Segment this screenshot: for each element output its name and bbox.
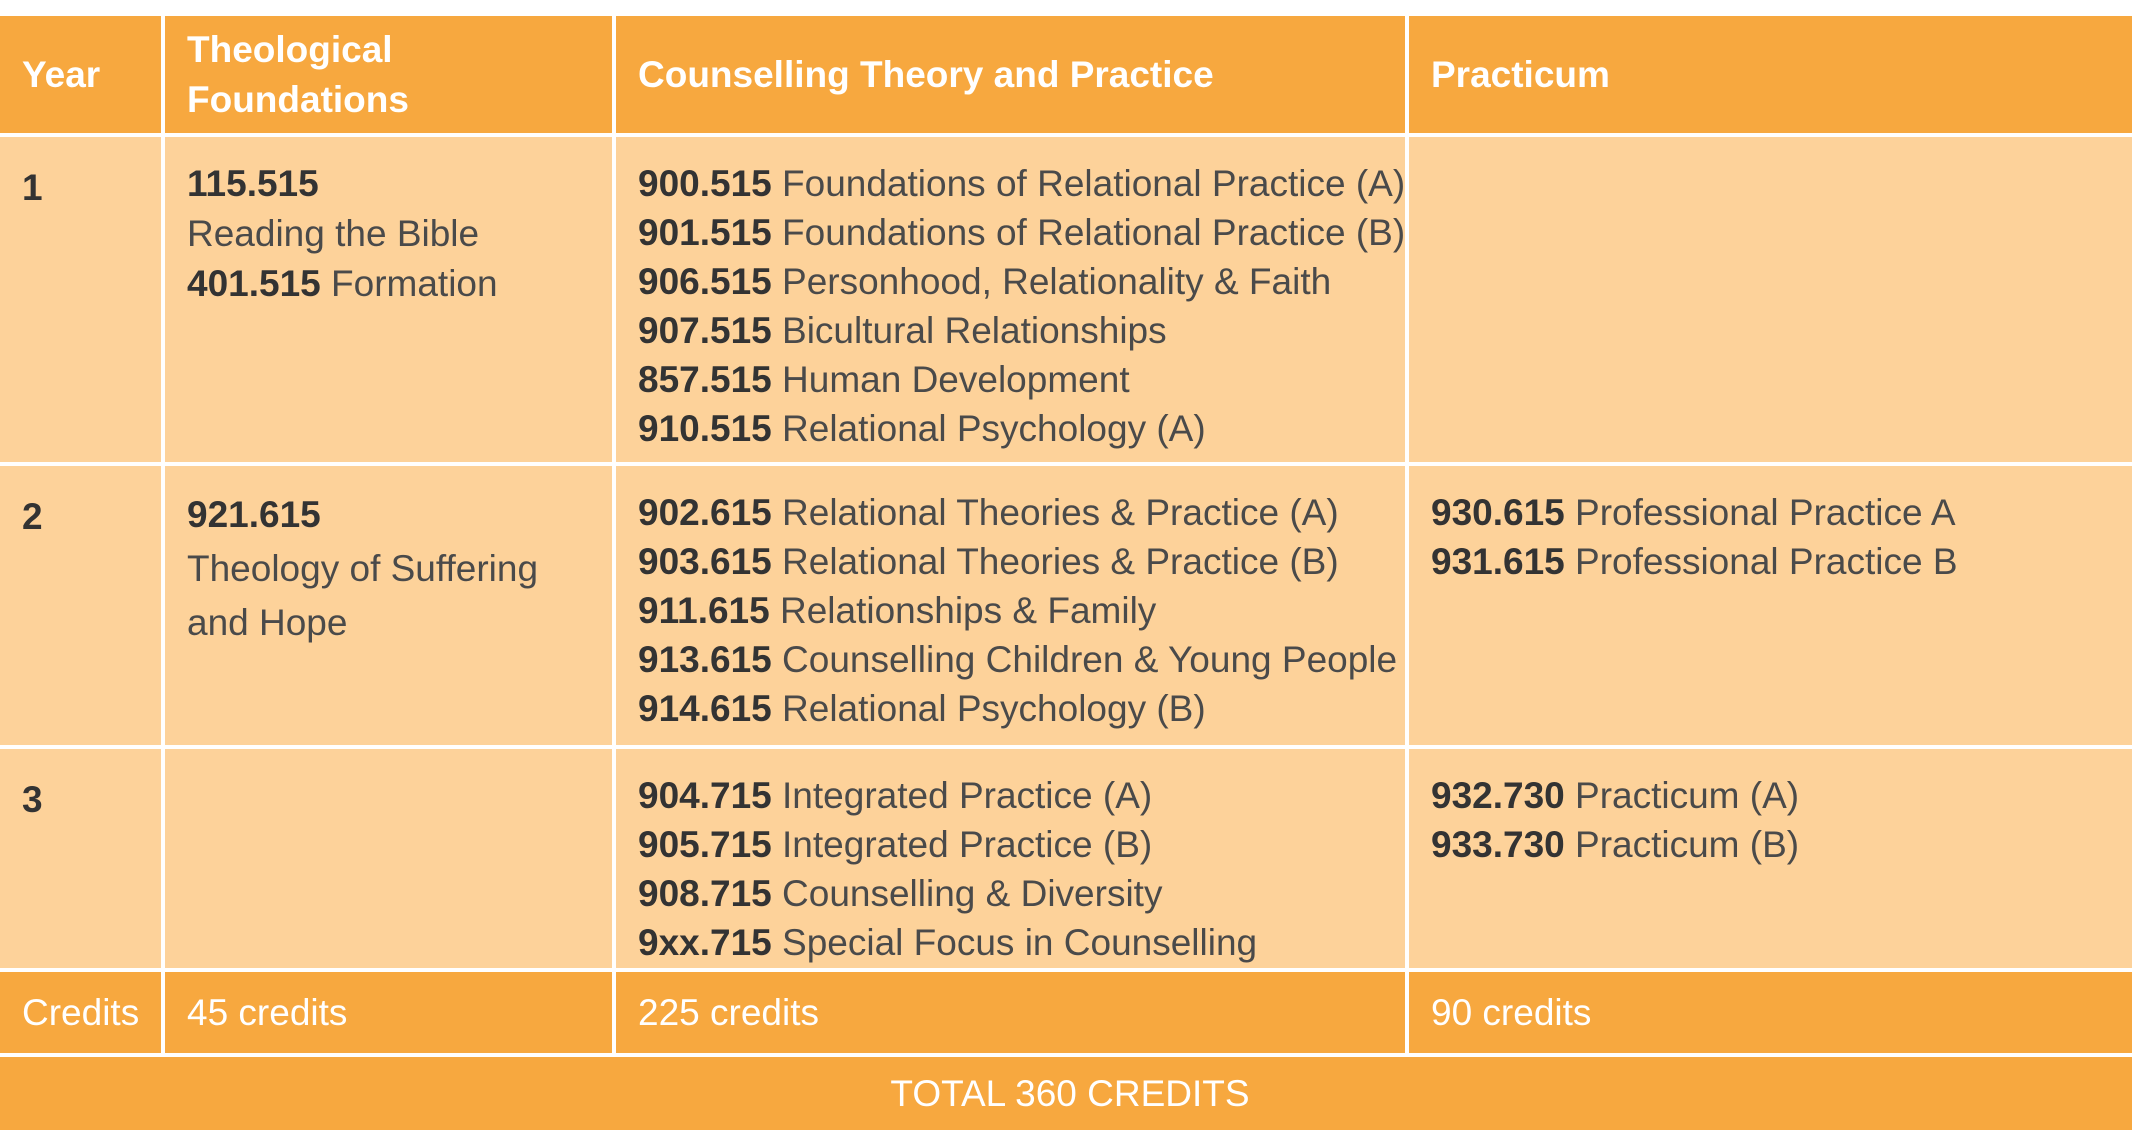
course-entry: 911.615 Relationships & Family bbox=[638, 586, 1385, 635]
course-title: Practicum (A) bbox=[1575, 775, 1800, 816]
course-entry: 908.715 Counselling & Diversity bbox=[638, 869, 1385, 918]
course-title: Integrated Practice (A) bbox=[782, 775, 1153, 816]
theological-cell: 115.515 Reading the Bible 401.515 Formati… bbox=[165, 137, 612, 462]
year-cell: 2 bbox=[0, 466, 161, 745]
course-entry: 9xx.715 Special Focus in Counselling bbox=[638, 918, 1385, 967]
course-title: Professional Practice B bbox=[1575, 541, 1958, 582]
course-entry: 903.615 Relational Theories & Practice (… bbox=[638, 537, 1385, 586]
course-entry: 905.715 Integrated Practice (B) bbox=[638, 820, 1385, 869]
course-code: 857.515 bbox=[638, 359, 772, 400]
course-title: Foundations of Relational Practice (B) bbox=[782, 212, 1405, 253]
course-code: 933.730 bbox=[1431, 824, 1565, 865]
course-code: 900.515 bbox=[638, 163, 772, 204]
header-practicum: Practicum bbox=[1409, 16, 2132, 133]
course-title: Foundations of Relational Practice (A) bbox=[782, 163, 1405, 204]
course-title: Personhood, Relationality & Faith bbox=[782, 261, 1332, 302]
course-title: Relational Psychology (A) bbox=[782, 408, 1206, 449]
credits-counselling: 225 credits bbox=[616, 972, 1405, 1053]
course-code: 115.515 bbox=[187, 163, 319, 204]
course-code: 921.615 bbox=[187, 494, 321, 535]
course-entry: 401.515 Formation bbox=[187, 259, 592, 309]
course-code: 911.615 bbox=[638, 590, 770, 631]
course-code: 903.615 bbox=[638, 541, 772, 582]
credits-practicum: 90 credits bbox=[1409, 972, 2132, 1053]
header-theological-foundations: Theological Foundations bbox=[165, 16, 612, 133]
course-entry: 931.615 Professional Practice B bbox=[1431, 537, 2120, 586]
practicum-cell bbox=[1409, 137, 2132, 462]
course-entry: 930.615 Professional Practice A bbox=[1431, 488, 2120, 537]
course-entry: 913.615 Counselling Children & Young Peo… bbox=[638, 635, 1397, 684]
practicum-cell: 932.730 Practicum (A) 933.730 Practicum … bbox=[1409, 749, 2132, 968]
course-code: 904.715 bbox=[638, 775, 772, 816]
header-year: Year bbox=[0, 16, 161, 133]
course-title: Special Focus in Counselling bbox=[782, 922, 1258, 963]
header-counselling-theory-practice: Counselling Theory and Practice bbox=[616, 16, 1405, 133]
year-cell: 1 bbox=[0, 137, 161, 462]
course-title: Theology of Suffering and Hope bbox=[187, 548, 539, 643]
course-title: Counselling & Diversity bbox=[782, 873, 1163, 914]
counselling-cell: 900.515 Foundations of Relational Practi… bbox=[616, 137, 1405, 462]
year-cell: 3 bbox=[0, 749, 161, 968]
course-title: Formation bbox=[331, 263, 498, 304]
course-title: Relational Theories & Practice (B) bbox=[782, 541, 1339, 582]
course-entry: 902.615 Relational Theories & Practice (… bbox=[638, 488, 1385, 537]
course-title: Professional Practice A bbox=[1575, 492, 1956, 533]
course-entry: 910.515 Relational Psychology (A) bbox=[638, 404, 1385, 453]
course-entry: 857.515 Human Development bbox=[638, 355, 1385, 404]
course-code: 910.515 bbox=[638, 408, 772, 449]
curriculum-table: Year Theological Foundations Counselling… bbox=[0, 16, 2132, 1130]
course-code: 905.715 bbox=[638, 824, 772, 865]
total-credits: TOTAL 360 CREDITS bbox=[0, 1057, 2132, 1130]
course-entry: 914.615 Relational Psychology (B) bbox=[638, 684, 1385, 733]
course-code: 913.615 bbox=[638, 639, 772, 680]
theological-cell: 921.615 Theology of Suffering and Hope bbox=[165, 466, 612, 745]
course-title: Counselling Children & Young People bbox=[782, 639, 1398, 680]
course-code: 914.615 bbox=[638, 688, 772, 729]
credits-theological: 45 credits bbox=[165, 972, 612, 1053]
course-title: Bicultural Relationships bbox=[782, 310, 1167, 351]
course-code: 901.515 bbox=[638, 212, 772, 253]
course-entry: 907.515 Bicultural Relationships bbox=[638, 306, 1385, 355]
course-code: 907.515 bbox=[638, 310, 772, 351]
course-title: Reading the Bible bbox=[187, 213, 480, 254]
course-title: Integrated Practice (B) bbox=[782, 824, 1153, 865]
course-title: Relational Theories & Practice (A) bbox=[782, 492, 1339, 533]
course-title: Human Development bbox=[782, 359, 1130, 400]
course-entry: 900.515 Foundations of Relational Practi… bbox=[638, 159, 1405, 208]
theological-cell bbox=[165, 749, 612, 968]
counselling-cell: 904.715 Integrated Practice (A) 905.715 … bbox=[616, 749, 1405, 968]
course-code: 932.730 bbox=[1431, 775, 1565, 816]
course-code: 906.515 bbox=[638, 261, 772, 302]
course-entry: 932.730 Practicum (A) bbox=[1431, 771, 2120, 820]
course-entry: 904.715 Integrated Practice (A) bbox=[638, 771, 1385, 820]
course-entry: 115.515 Reading the Bible bbox=[187, 159, 592, 259]
course-code: 930.615 bbox=[1431, 492, 1565, 533]
course-code: 931.615 bbox=[1431, 541, 1565, 582]
course-title: Relationships & Family bbox=[780, 590, 1157, 631]
course-code: 401.515 bbox=[187, 263, 321, 304]
credits-label: Credits bbox=[0, 972, 161, 1053]
course-code: 902.615 bbox=[638, 492, 772, 533]
course-entry: 901.515 Foundations of Relational Practi… bbox=[638, 208, 1405, 257]
counselling-cell: 902.615 Relational Theories & Practice (… bbox=[616, 466, 1405, 745]
course-title: Relational Psychology (B) bbox=[782, 688, 1206, 729]
course-code: 9xx.715 bbox=[638, 922, 772, 963]
course-entry: 933.730 Practicum (B) bbox=[1431, 820, 2120, 869]
course-title: Practicum (B) bbox=[1575, 824, 1800, 865]
course-entry: 906.515 Personhood, Relationality & Fait… bbox=[638, 257, 1385, 306]
practicum-cell: 930.615 Professional Practice A 931.615 … bbox=[1409, 466, 2132, 745]
course-entry: 921.615 Theology of Suffering and Hope bbox=[187, 488, 592, 650]
course-code: 908.715 bbox=[638, 873, 772, 914]
